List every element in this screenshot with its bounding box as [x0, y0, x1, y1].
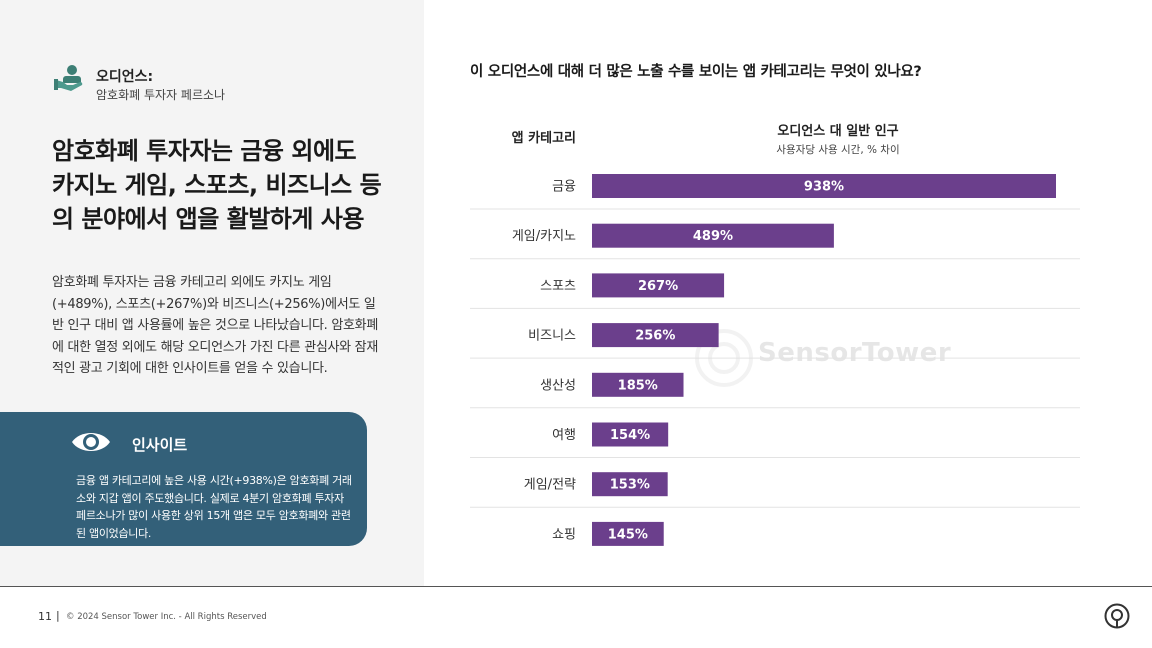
insight-title: 인사이트 — [132, 436, 188, 454]
bar — [592, 372, 684, 397]
page-number: 11 — [38, 610, 52, 623]
bar-value-label: 938% — [804, 180, 844, 195]
bar-value-label: 153% — [610, 478, 650, 493]
bar-chart: 금융 938% 게임/카지노 489% 스포츠 267% 비즈니스 256% 생산성 185% 여행… — [470, 174, 1080, 546]
category-label: 금융 — [552, 180, 576, 195]
bar-value-label: 489% — [693, 229, 733, 244]
bar — [592, 521, 664, 546]
bar — [592, 422, 669, 447]
bar-value-label: 145% — [608, 527, 648, 542]
bar-value-label: 154% — [610, 428, 650, 443]
chart-question: 이 오디언스에 대해 더 많은 노출 수를 보이는 앱 카테고리는 무엇이 있나… — [470, 64, 922, 80]
eye-icon — [72, 433, 110, 451]
category-label: 여행 — [552, 427, 576, 443]
metric-column-subheader: 사용자당 사용 시간, % 차이 — [776, 144, 900, 156]
bar-value-label: 185% — [618, 378, 658, 393]
bar — [592, 472, 668, 497]
bar-value-label: 267% — [638, 279, 678, 294]
sensortower-logo-icon — [1104, 603, 1130, 629]
category-label: 게임/전략 — [524, 478, 576, 493]
bar — [592, 223, 834, 248]
bar — [592, 273, 725, 298]
audience-label: 오디언스: — [96, 69, 154, 85]
category-label: 생산성 — [540, 378, 576, 393]
page-headline: 암호화폐 투자자는 금융 외에도 카지노 게임, 스포츠, 비즈니스 등의 분야… — [52, 137, 382, 233]
bar — [592, 174, 1056, 198]
body-paragraph: 암호화폐 투자자는 금융 카테고리 외에도 카지노 게임(+489%), 스포츠… — [52, 275, 378, 376]
audience-value: 암호화폐 투자자 페르소나 — [96, 88, 226, 102]
footer-separator: | — [56, 609, 60, 622]
category-column-header: 앱 카테고리 — [511, 131, 576, 146]
copyright-text: © 2024 Sensor Tower Inc. - All Rights Re… — [66, 612, 267, 622]
insight-text: 금융 앱 카테고리에 높은 사용 시간(+938%)은 암호화폐 거래소와 지갑… — [76, 474, 352, 540]
metric-column-header: 오디언스 대 일반 인구 — [777, 124, 899, 139]
footer-divider — [0, 586, 1152, 587]
category-label: 게임/카지노 — [512, 229, 576, 244]
bar — [592, 323, 719, 348]
watermark-text: SensorTower — [758, 338, 952, 368]
category-label: 비즈니스 — [528, 329, 576, 344]
audience-icon — [54, 65, 83, 91]
insight-box — [0, 412, 367, 546]
category-label: 쇼핑 — [552, 527, 576, 542]
bar-value-label: 256% — [635, 329, 675, 344]
category-label: 스포츠 — [540, 279, 576, 294]
